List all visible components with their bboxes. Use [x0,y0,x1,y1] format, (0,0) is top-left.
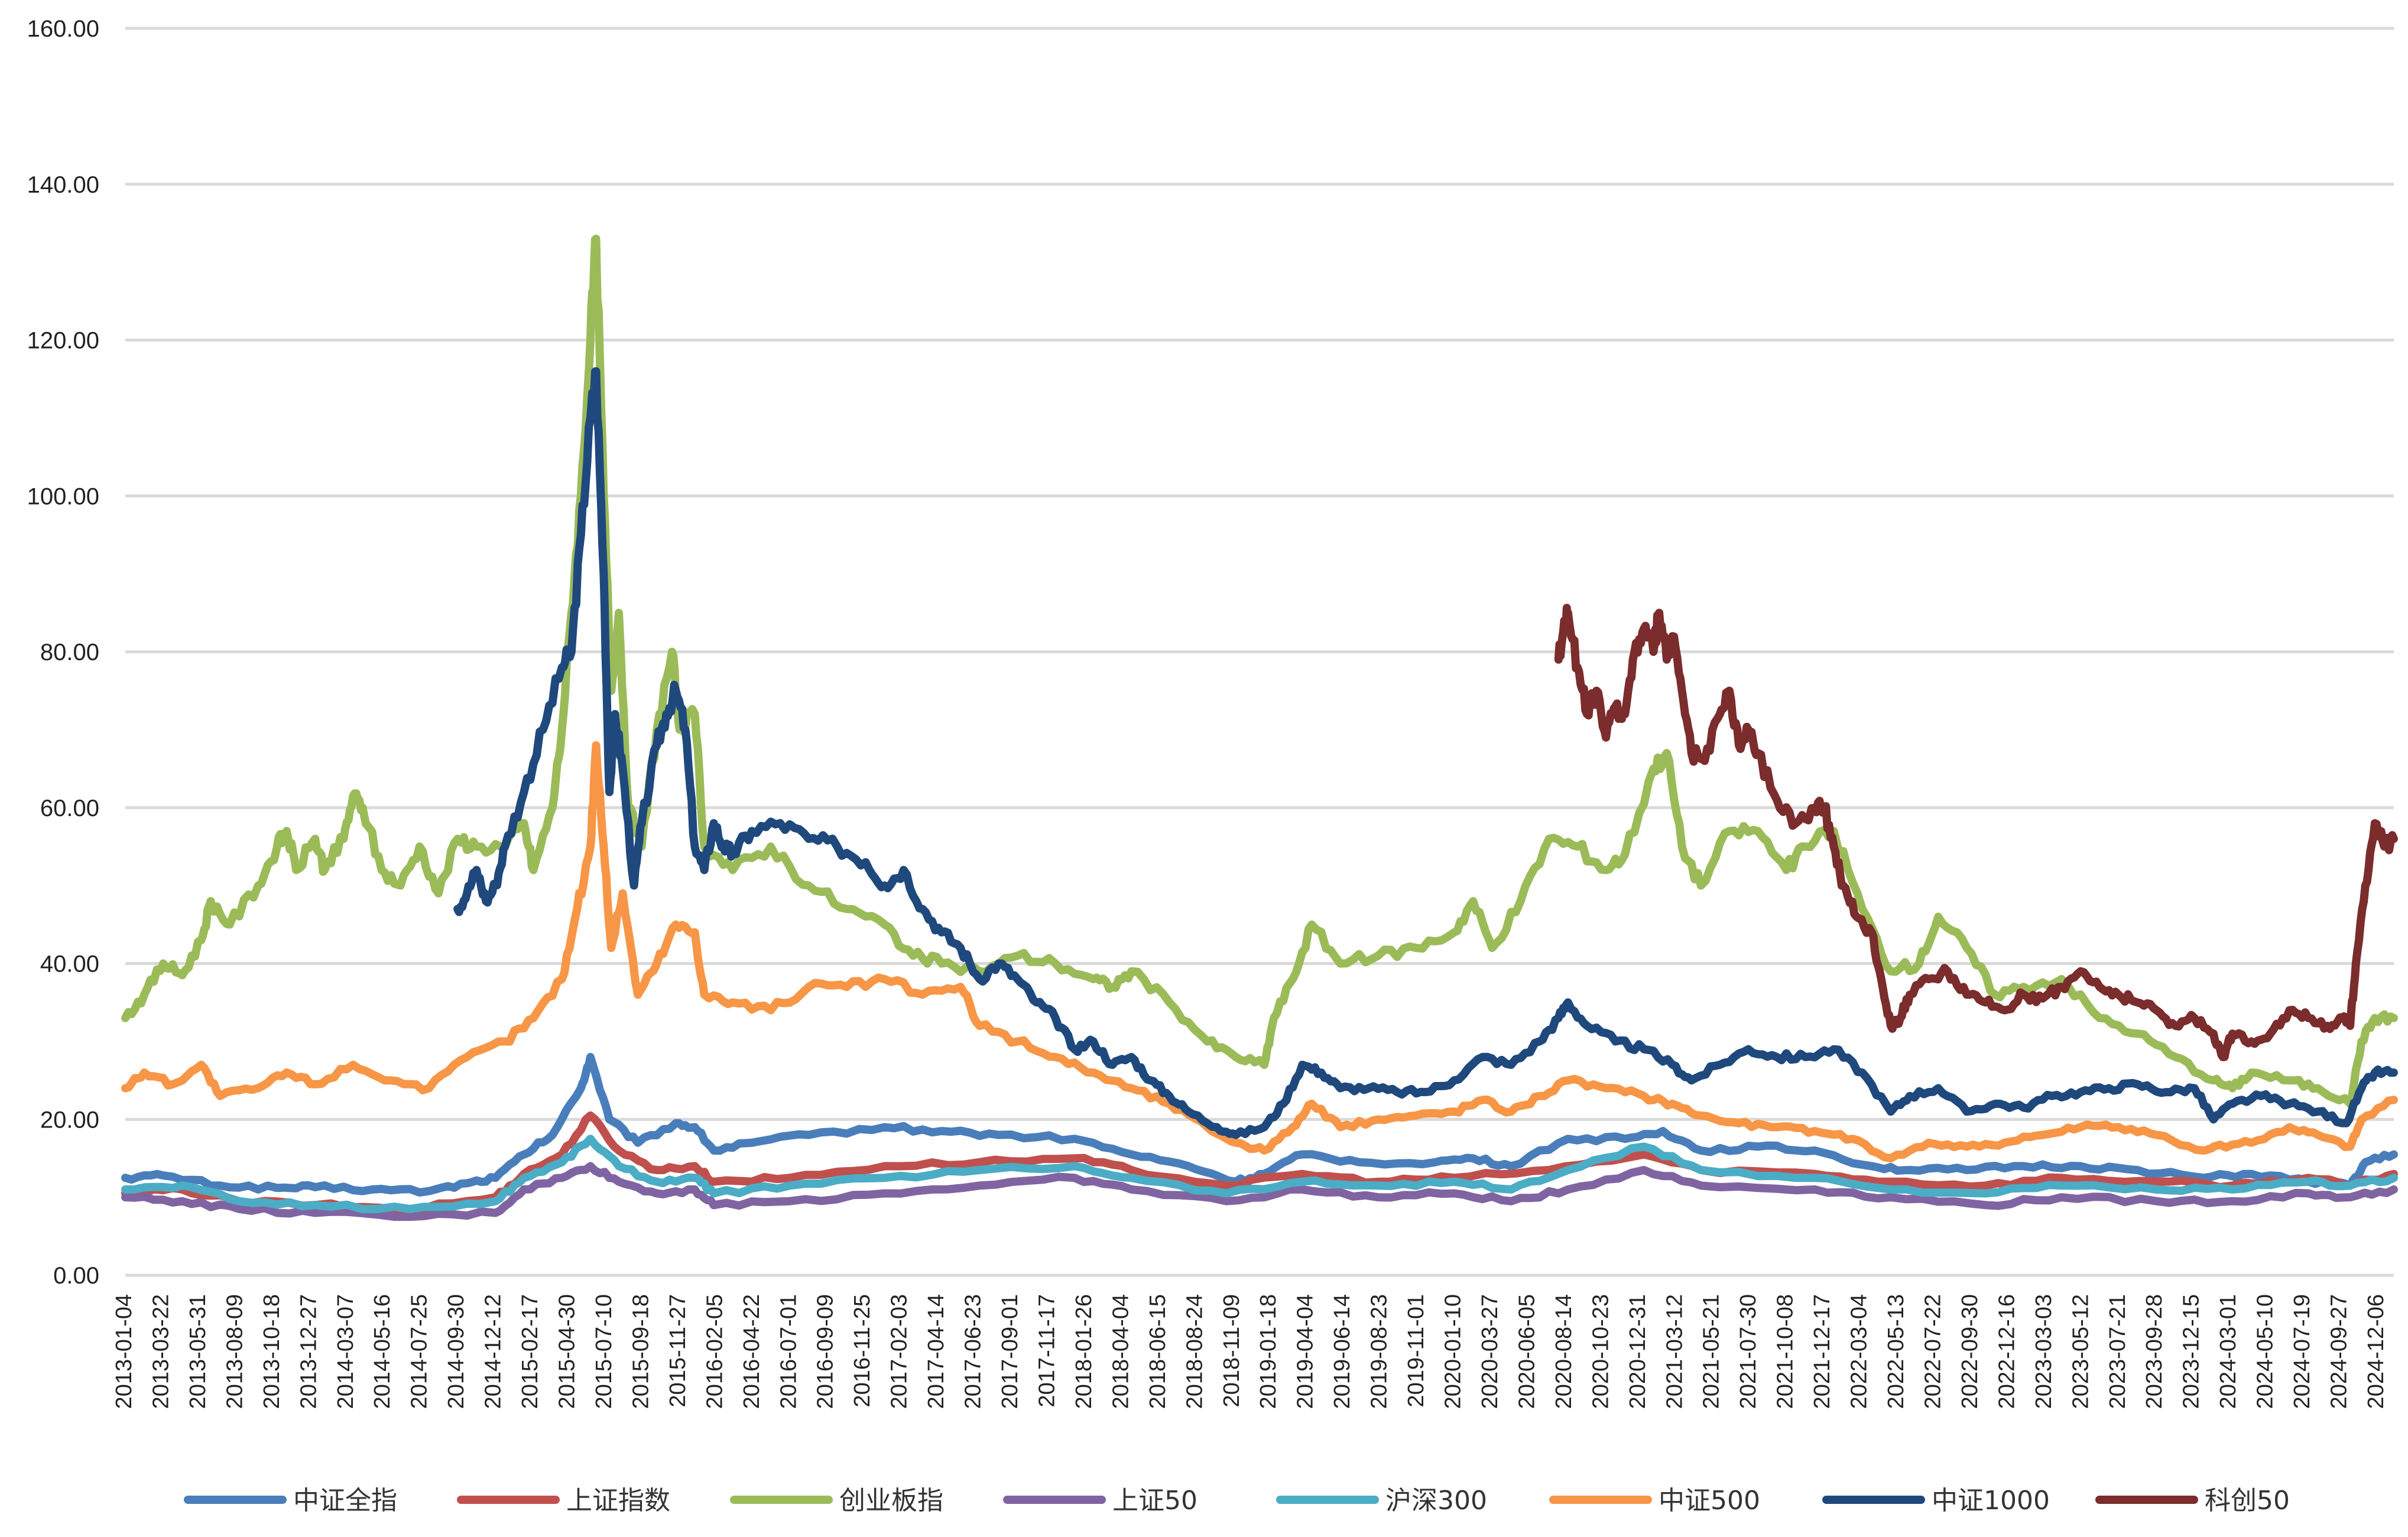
x-tick-label: 2024-03-01 [2216,1294,2241,1409]
legend-label: 上证50 [1112,1486,1197,1516]
y-tick-label: 120.00 [27,328,99,354]
series-lines [121,235,2398,1221]
legend-label: 创业板指 [839,1486,943,1516]
legend-label: 沪深300 [1385,1486,1487,1516]
x-tick-label: 2016-04-22 [739,1294,764,1409]
x-tick-label: 2018-08-24 [1182,1294,1207,1409]
x-tick-label: 2024-05-10 [2253,1294,2278,1409]
x-tick-label: 2019-11-01 [1404,1294,1429,1408]
x-tick-label: 2022-05-13 [1884,1294,1909,1409]
x-tick-label: 2024-12-06 [2364,1294,2388,1409]
x-tick-label: 2015-11-27 [666,1294,690,1408]
x-tick-label: 2023-03-03 [2031,1294,2056,1409]
y-tick-label: 60.00 [40,795,99,821]
x-tick-label: 2021-12-17 [1810,1294,1835,1409]
x-tick-label: 2016-02-05 [702,1294,727,1409]
x-tick-label: 2019-08-23 [1367,1294,1392,1409]
x-tick-label: 2014-12-12 [481,1294,506,1409]
x-tick-label: 2022-03-04 [1847,1294,1872,1409]
x-tick-label: 2017-02-03 [887,1294,912,1409]
series-line-5 [121,741,2398,1163]
x-tick-label: 2021-05-21 [1699,1294,1724,1409]
x-tick-label: 2018-11-09 [1219,1294,1244,1408]
gridlines [125,27,2394,1277]
x-tick-label: 2019-01-18 [1256,1294,1281,1409]
y-axis-tick-labels: 0.00 20.00 40.00 60.00 80.00 100.00 120.00 140.… [27,16,99,1289]
x-tick-label: 2019-04-04 [1293,1294,1318,1409]
x-tick-label: 2023-05-12 [2068,1294,2093,1409]
x-tick-label: 2024-09-27 [2327,1294,2352,1409]
x-tick-label: 2017-11-17 [1034,1294,1059,1408]
x-tick-label: 2020-06-05 [1514,1294,1539,1409]
x-tick-label: 2020-10-23 [1588,1294,1613,1409]
x-tick-label: 2018-01-26 [1072,1294,1096,1409]
x-tick-label: 2019-06-14 [1330,1294,1355,1409]
x-tick-label: 2022-09-30 [1958,1294,1982,1409]
y-tick-label: 20.00 [40,1107,99,1133]
x-tick-label: 2015-09-18 [628,1294,653,1409]
x-tick-label: 2013-03-22 [148,1294,173,1409]
x-tick-label: 2021-10-08 [1773,1294,1798,1409]
x-tick-label: 2020-03-27 [1478,1294,1502,1409]
legend-label: 科创50 [2205,1486,2290,1516]
x-tick-label: 2017-04-14 [924,1294,949,1409]
x-tick-label: 2023-07-21 [2105,1294,2130,1409]
x-tick-label: 2017-06-23 [961,1294,986,1409]
series-line-4 [121,1135,2398,1214]
series-line-3 [121,1162,2398,1221]
x-tick-label: 2022-07-22 [1920,1294,1945,1409]
legend-label: 上证指数 [566,1486,670,1516]
y-tick-label: 100.00 [27,483,99,509]
x-axis-tick-labels: 2013-01-04 2013-03-22 2013-05-31 2013-08-09… [112,1294,2388,1409]
x-tick-label: 2024-07-19 [2290,1294,2315,1409]
x-tick-label: 2014-03-07 [333,1294,358,1409]
y-tick-label: 40.00 [40,951,99,977]
x-tick-label: 2023-12-15 [2179,1294,2204,1409]
x-tick-label: 2020-08-14 [1552,1294,1576,1409]
x-tick-label: 2013-08-09 [222,1294,247,1409]
x-tick-label: 2013-10-18 [259,1294,284,1409]
x-tick-label: 2021-07-30 [1736,1294,1761,1409]
series-line-0 [121,1052,2398,1197]
x-tick-label: 2018-06-15 [1145,1294,1170,1409]
x-tick-label: 2016-09-09 [813,1294,838,1409]
series-line-2 [121,235,2398,1108]
x-tick-label: 2016-11-25 [850,1294,875,1408]
x-tick-label: 2013-12-27 [296,1294,321,1409]
y-tick-label: 140.00 [27,172,99,198]
y-tick-label: 160.00 [27,16,99,42]
x-tick-label: 2022-12-16 [1994,1294,2019,1409]
x-tick-label: 2014-05-16 [370,1294,395,1409]
y-tick-label: 80.00 [40,639,99,665]
x-tick-label: 2017-09-01 [998,1294,1023,1409]
legend-label: 中证500 [1659,1486,1760,1516]
x-tick-label: 2018-04-04 [1108,1294,1133,1409]
legend-label: 中证1000 [1932,1486,2050,1516]
x-tick-label: 2013-05-31 [186,1294,210,1409]
legend-label: 中证全指 [293,1486,397,1516]
series-line-7 [1554,603,2398,1061]
legend: 中证全指 上证指数 创业板指 上证50 沪深300 中证500 中证1000 科创50 [184,1486,2290,1516]
x-tick-label: 2020-01-10 [1441,1294,1466,1409]
x-tick-label: 2015-02-17 [518,1294,543,1409]
x-tick-label: 2020-12-31 [1625,1294,1650,1409]
x-tick-label: 2016-07-01 [776,1294,801,1409]
y-tick-label: 0.00 [53,1263,99,1289]
x-tick-label: 2014-09-30 [444,1294,469,1409]
series-line-6 [453,367,2398,1139]
x-tick-label: 2013-01-04 [112,1294,137,1409]
x-tick-label: 2023-09-28 [2142,1294,2167,1409]
x-tick-label: 2015-04-30 [555,1294,580,1409]
x-tick-label: 2014-07-25 [407,1294,432,1409]
x-tick-label: 2015-07-10 [592,1294,616,1409]
x-tick-label: 2021-03-12 [1662,1294,1687,1409]
